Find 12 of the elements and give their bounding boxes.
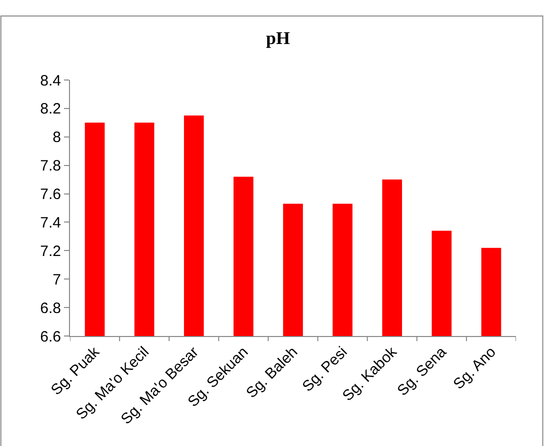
y-tick-label: 8 bbox=[52, 129, 61, 146]
y-tick-label: 6.8 bbox=[40, 300, 61, 317]
chart-title: pH bbox=[266, 28, 290, 48]
x-tick-label: Sg. Ano bbox=[450, 344, 500, 393]
y-tick-label: 7.8 bbox=[40, 158, 61, 175]
y-tick-label: 7.4 bbox=[40, 214, 61, 232]
y-tick-label: 8.4 bbox=[40, 72, 61, 90]
y-tick-label: 7.6 bbox=[40, 186, 61, 204]
y-tick-label: 8.2 bbox=[40, 100, 61, 118]
y-tick-label: 6.6 bbox=[40, 328, 61, 346]
y-tick-label: 7.2 bbox=[40, 242, 61, 260]
y-tick-label: 7 bbox=[52, 271, 61, 288]
